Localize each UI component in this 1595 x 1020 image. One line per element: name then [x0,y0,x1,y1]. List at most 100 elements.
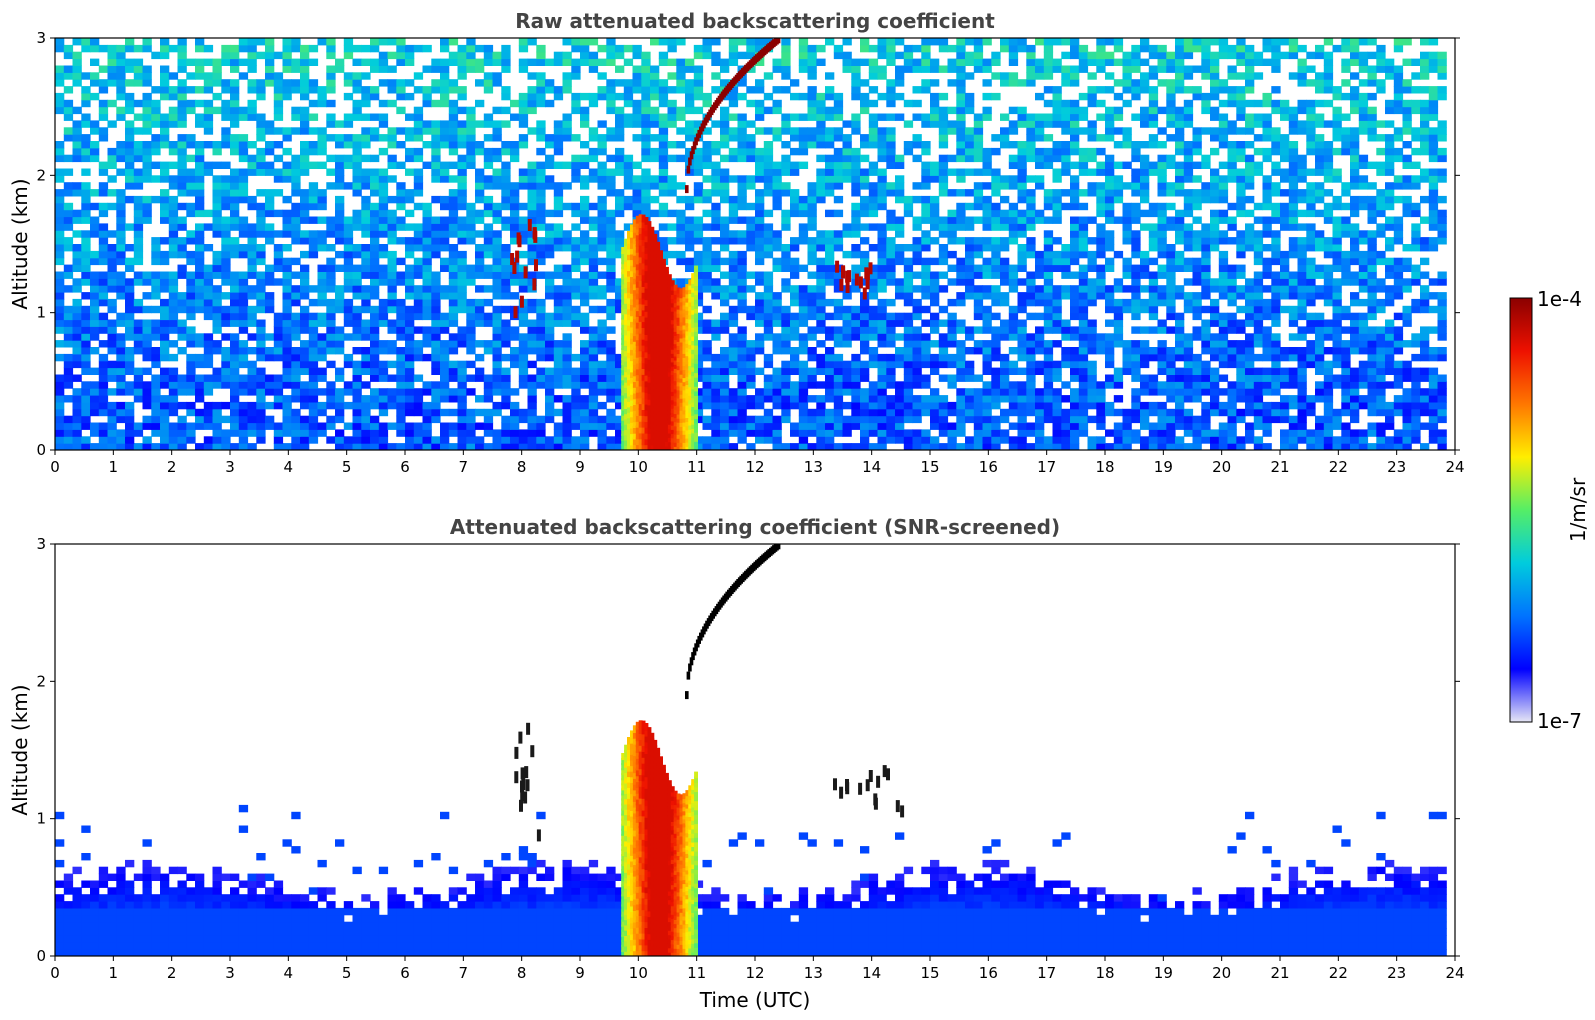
heatmap-cell [510,182,520,190]
heatmap-cell [448,408,459,417]
heatmap-cell [1323,250,1334,259]
heatmap-cell [265,374,275,382]
heatmap-cell [930,443,940,450]
heatmap-cell [1000,292,1010,300]
heatmap-cell [361,443,371,450]
heatmap-cell [755,244,765,252]
heatmap-cell [860,298,870,307]
heatmap-cell [413,340,424,348]
heatmap-cell [807,415,817,424]
heatmap-cell [1061,415,1071,424]
heatmap-cell [1026,353,1036,362]
heatmap-cell [168,367,179,375]
heatmap-cell [1218,230,1229,238]
heatmap-cell [518,408,529,417]
heatmap-cell [553,264,564,272]
heatmap-cell [816,264,826,272]
heatmap-cell [1192,189,1202,197]
heatmap-cell [737,395,747,403]
heatmap-cell [1113,374,1124,382]
heatmap-cell [912,401,922,410]
heatmap-cell [177,244,187,252]
heatmap-cell [1236,168,1246,176]
heatmap-cell [1157,182,1167,190]
heatmap-cell [1227,401,1237,410]
heatmap-cell [247,381,257,389]
heatmap-cell [536,271,546,279]
heatmap-cell [300,237,310,245]
heatmap-cell [1315,168,1325,176]
heatmap-cell [973,202,984,211]
heatmap-cell [378,422,389,430]
heatmap-cell [1070,326,1080,334]
heatmap-cell [1323,333,1334,341]
heatmap-cell [1192,161,1202,169]
heatmap-cell [212,326,222,334]
heatmap-cell [842,319,852,327]
heatmap-cell [1358,381,1369,389]
heatmap-cell [527,319,537,327]
heatmap-cell [352,189,362,197]
heatmap-cell [256,408,266,417]
heatmap-cell [1402,360,1412,369]
heatmap-cell [1096,292,1106,300]
heatmap-cell [860,326,870,334]
heatmap-cell [711,202,721,211]
heatmap-cell [387,326,397,334]
heatmap-cell [877,271,887,279]
heatmap-cell [326,305,336,314]
heatmap-cell [1096,347,1106,355]
heatmap-cell [238,422,249,430]
heatmap-cell [440,285,450,293]
heatmap-cell [1367,347,1377,355]
heatmap-cell [282,353,292,362]
heatmap-cell [160,408,170,417]
heatmap-cell [1140,408,1150,417]
heatmap-cell [352,360,362,369]
heatmap-cell [230,443,240,450]
heatmap-cell [1122,264,1132,272]
heatmap-cell [518,182,529,190]
heatmap-cell [772,264,782,272]
heatmap-cell [1113,367,1124,375]
heatmap-cell [1087,257,1097,266]
heatmap-cell [422,388,432,396]
heatmap-cell [527,175,537,183]
heatmap-cell [1131,429,1141,437]
heatmap-cell [737,347,747,355]
heatmap-cell [335,340,345,348]
heatmap-cell [422,436,432,444]
heatmap-cell [247,333,257,341]
heatmap-cell [238,415,249,424]
heatmap-cell [982,360,992,369]
heatmap-cell [860,422,870,430]
heatmap-cell [1323,271,1334,279]
heatmap-cell [1070,230,1080,238]
heatmap-cell [431,367,441,375]
heatmap-cell [273,347,284,355]
heatmap-cell [352,395,362,403]
heatmap-cell [282,175,292,183]
heatmap-cell [790,168,800,176]
heatmap-cell [921,292,931,300]
heatmap-cell [1323,347,1334,355]
heatmap-cell [903,257,914,266]
heatmap-cell [728,292,739,300]
heatmap-cell [63,436,74,444]
heatmap-cell [116,367,126,375]
heatmap-cell [956,271,966,279]
heatmap-cell [1367,401,1377,410]
heatmap-cell [282,271,292,279]
heatmap-cell [326,257,336,266]
heatmap-cell [825,250,835,259]
heatmap-cell [842,360,852,369]
heatmap-cell [1411,401,1421,410]
heatmap-cell [151,415,161,424]
heatmap-cell [1000,395,1010,403]
heatmap-cell [1043,230,1054,238]
heatmap-cell [1000,408,1010,417]
heatmap-cell [431,388,441,396]
heatmap-cell [1253,408,1264,417]
heatmap-cell [798,285,809,293]
heatmap-cell [133,395,144,403]
